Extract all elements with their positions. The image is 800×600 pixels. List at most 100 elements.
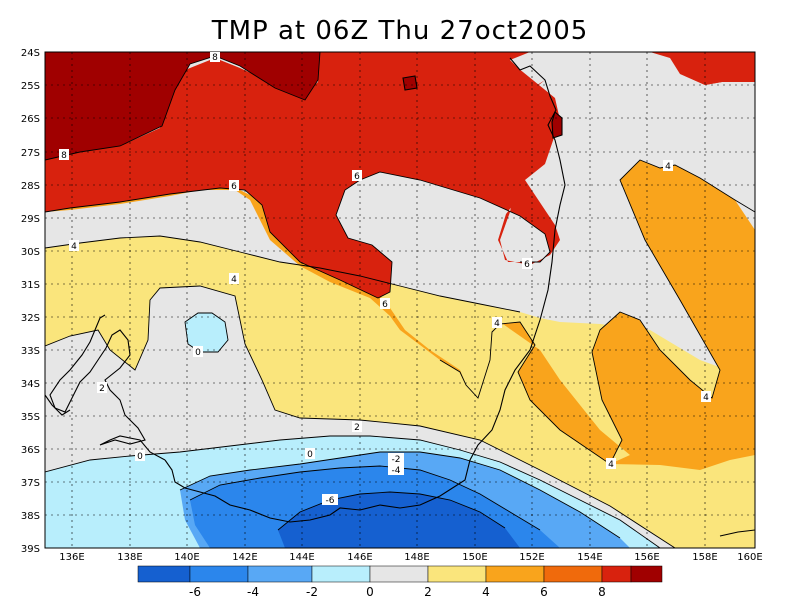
colorbar-swatch (543, 565, 603, 583)
colorbar-swatch (601, 565, 632, 583)
contour-label-8-a: 8 (210, 52, 220, 63)
colorbar-label: 4 (482, 585, 490, 599)
lat-label: 37S (21, 478, 40, 489)
svg-text:6: 6 (382, 300, 388, 310)
grid-lines (45, 52, 755, 548)
colorbar-label: 8 (598, 585, 606, 599)
svg-text:6: 6 (524, 260, 530, 270)
contour-line-0-island (184, 312, 229, 353)
lat-label: 34S (21, 379, 40, 390)
lon-label: 150E (462, 552, 487, 563)
contour-line-m4 (189, 465, 541, 531)
contour-label-0-b: 0 (135, 450, 145, 462)
contour-label-2-a: 2 (97, 382, 107, 394)
svg-text:4: 4 (665, 162, 671, 172)
contour-label-4-d: 4 (663, 160, 673, 172)
lon-label: 156E (634, 552, 659, 563)
fill-gt-8 (45, 52, 320, 160)
map-title: TMP at 06Z Thu 27oct2005 (211, 16, 589, 46)
contour-label-4-e: 4 (701, 391, 711, 403)
fill-6-to-8 (45, 52, 755, 298)
contour-label-6-d: 6 (522, 258, 532, 270)
colorbar-swatch (247, 565, 313, 583)
lon-label: 152E (519, 552, 544, 563)
lat-label: 39S (21, 544, 40, 555)
contour-label-6-b: 6 (352, 170, 362, 182)
colorbar-swatch (189, 565, 249, 583)
colorbar-swatch (311, 565, 371, 583)
coastline-gulfs (49, 314, 166, 461)
contour-label-m4: -4 (388, 464, 404, 476)
lat-label: 26S (21, 114, 40, 125)
contour-label-0-c: 0 (305, 448, 315, 460)
svg-text:6: 6 (354, 172, 360, 182)
svg-text:6: 6 (231, 182, 237, 192)
svg-text:0: 0 (137, 452, 143, 462)
colorbar: -6 -4 -2 0 2 4 6 8 (137, 565, 663, 599)
colorbar-swatch (137, 565, 191, 583)
map-frame (44, 51, 756, 549)
fill-gt-8-small-1 (403, 76, 417, 90)
svg-text:8: 8 (212, 53, 218, 63)
contour-label-m2: -2 (388, 453, 404, 465)
contour-label-2-b: 2 (352, 421, 362, 433)
svg-text:-4: -4 (392, 466, 401, 476)
colorbar-label: 2 (424, 585, 432, 599)
contour-label-6-a: 6 (229, 180, 239, 192)
coastline (45, 57, 755, 537)
lat-label: 33S (21, 346, 40, 357)
contour-label-0-a: 0 (193, 346, 203, 358)
svg-text:4: 4 (231, 275, 237, 285)
lat-label: 24S (21, 48, 40, 59)
colorbar-label: -6 (189, 585, 201, 599)
lat-label: 32S (21, 313, 40, 324)
colorbar-swatch (630, 565, 663, 583)
coastline-east-inlet (551, 111, 563, 139)
contour-label-8-b: 8 (59, 149, 69, 161)
fill-4-to-6 (45, 160, 755, 470)
svg-text:-2: -2 (392, 455, 401, 465)
lat-label: 35S (21, 412, 40, 423)
colorbar-swatch (427, 565, 487, 583)
lat-label: 27S (21, 148, 40, 159)
contour-line-0 (45, 435, 661, 548)
contour-labels: 8 8 6 6 6 6 4 4 4 4 4 4 2 2 0 0 0 -2 -4 … (59, 52, 711, 506)
svg-text:0: 0 (307, 450, 313, 460)
svg-text:4: 4 (71, 242, 77, 252)
lon-label: 160E (737, 552, 762, 563)
colorbar-swatch (369, 565, 429, 583)
contour-label-4-c: 4 (492, 317, 502, 329)
fill-lt-m6 (278, 492, 520, 548)
contour-label-4-f: 4 (606, 458, 616, 470)
lat-label: 25S (21, 81, 40, 92)
contour-label-4-b: 4 (229, 273, 239, 285)
contour-line-4 (45, 235, 521, 313)
coastline-bight (45, 394, 71, 416)
lon-label: 146E (347, 552, 372, 563)
fill-gt-8-small-2 (552, 112, 562, 138)
contour-line-8 (45, 52, 321, 161)
lat-label: 29S (21, 214, 40, 225)
svg-text:4: 4 (703, 393, 709, 403)
contour-fills (45, 52, 755, 548)
contour-line-4-east (439, 159, 755, 465)
lon-label: 140E (174, 552, 199, 563)
svg-text:2: 2 (354, 423, 360, 433)
lat-label: 31S (21, 280, 40, 291)
lon-label: 148E (404, 552, 429, 563)
svg-text:4: 4 (608, 460, 614, 470)
lon-label: 154E (577, 552, 602, 563)
contour-line-m6 (277, 491, 506, 531)
longitude-labels: 136E 138E 140E 142E 144E 146E 148E 150E … (59, 552, 762, 563)
contour-label-6-c: 6 (380, 298, 390, 310)
svg-text:8: 8 (61, 151, 67, 161)
latitude-labels: 24S 25S 26S 27S 28S 29S 30S 31S 32S 33S … (21, 48, 40, 555)
svg-text:0: 0 (195, 348, 201, 358)
svg-text:4: 4 (494, 319, 500, 329)
lat-label: 30S (21, 247, 40, 258)
contour-label-m6: -6 (322, 494, 338, 506)
contour-line-m2 (179, 451, 621, 539)
lat-label: 28S (21, 181, 40, 192)
contour-line-2 (45, 285, 676, 548)
